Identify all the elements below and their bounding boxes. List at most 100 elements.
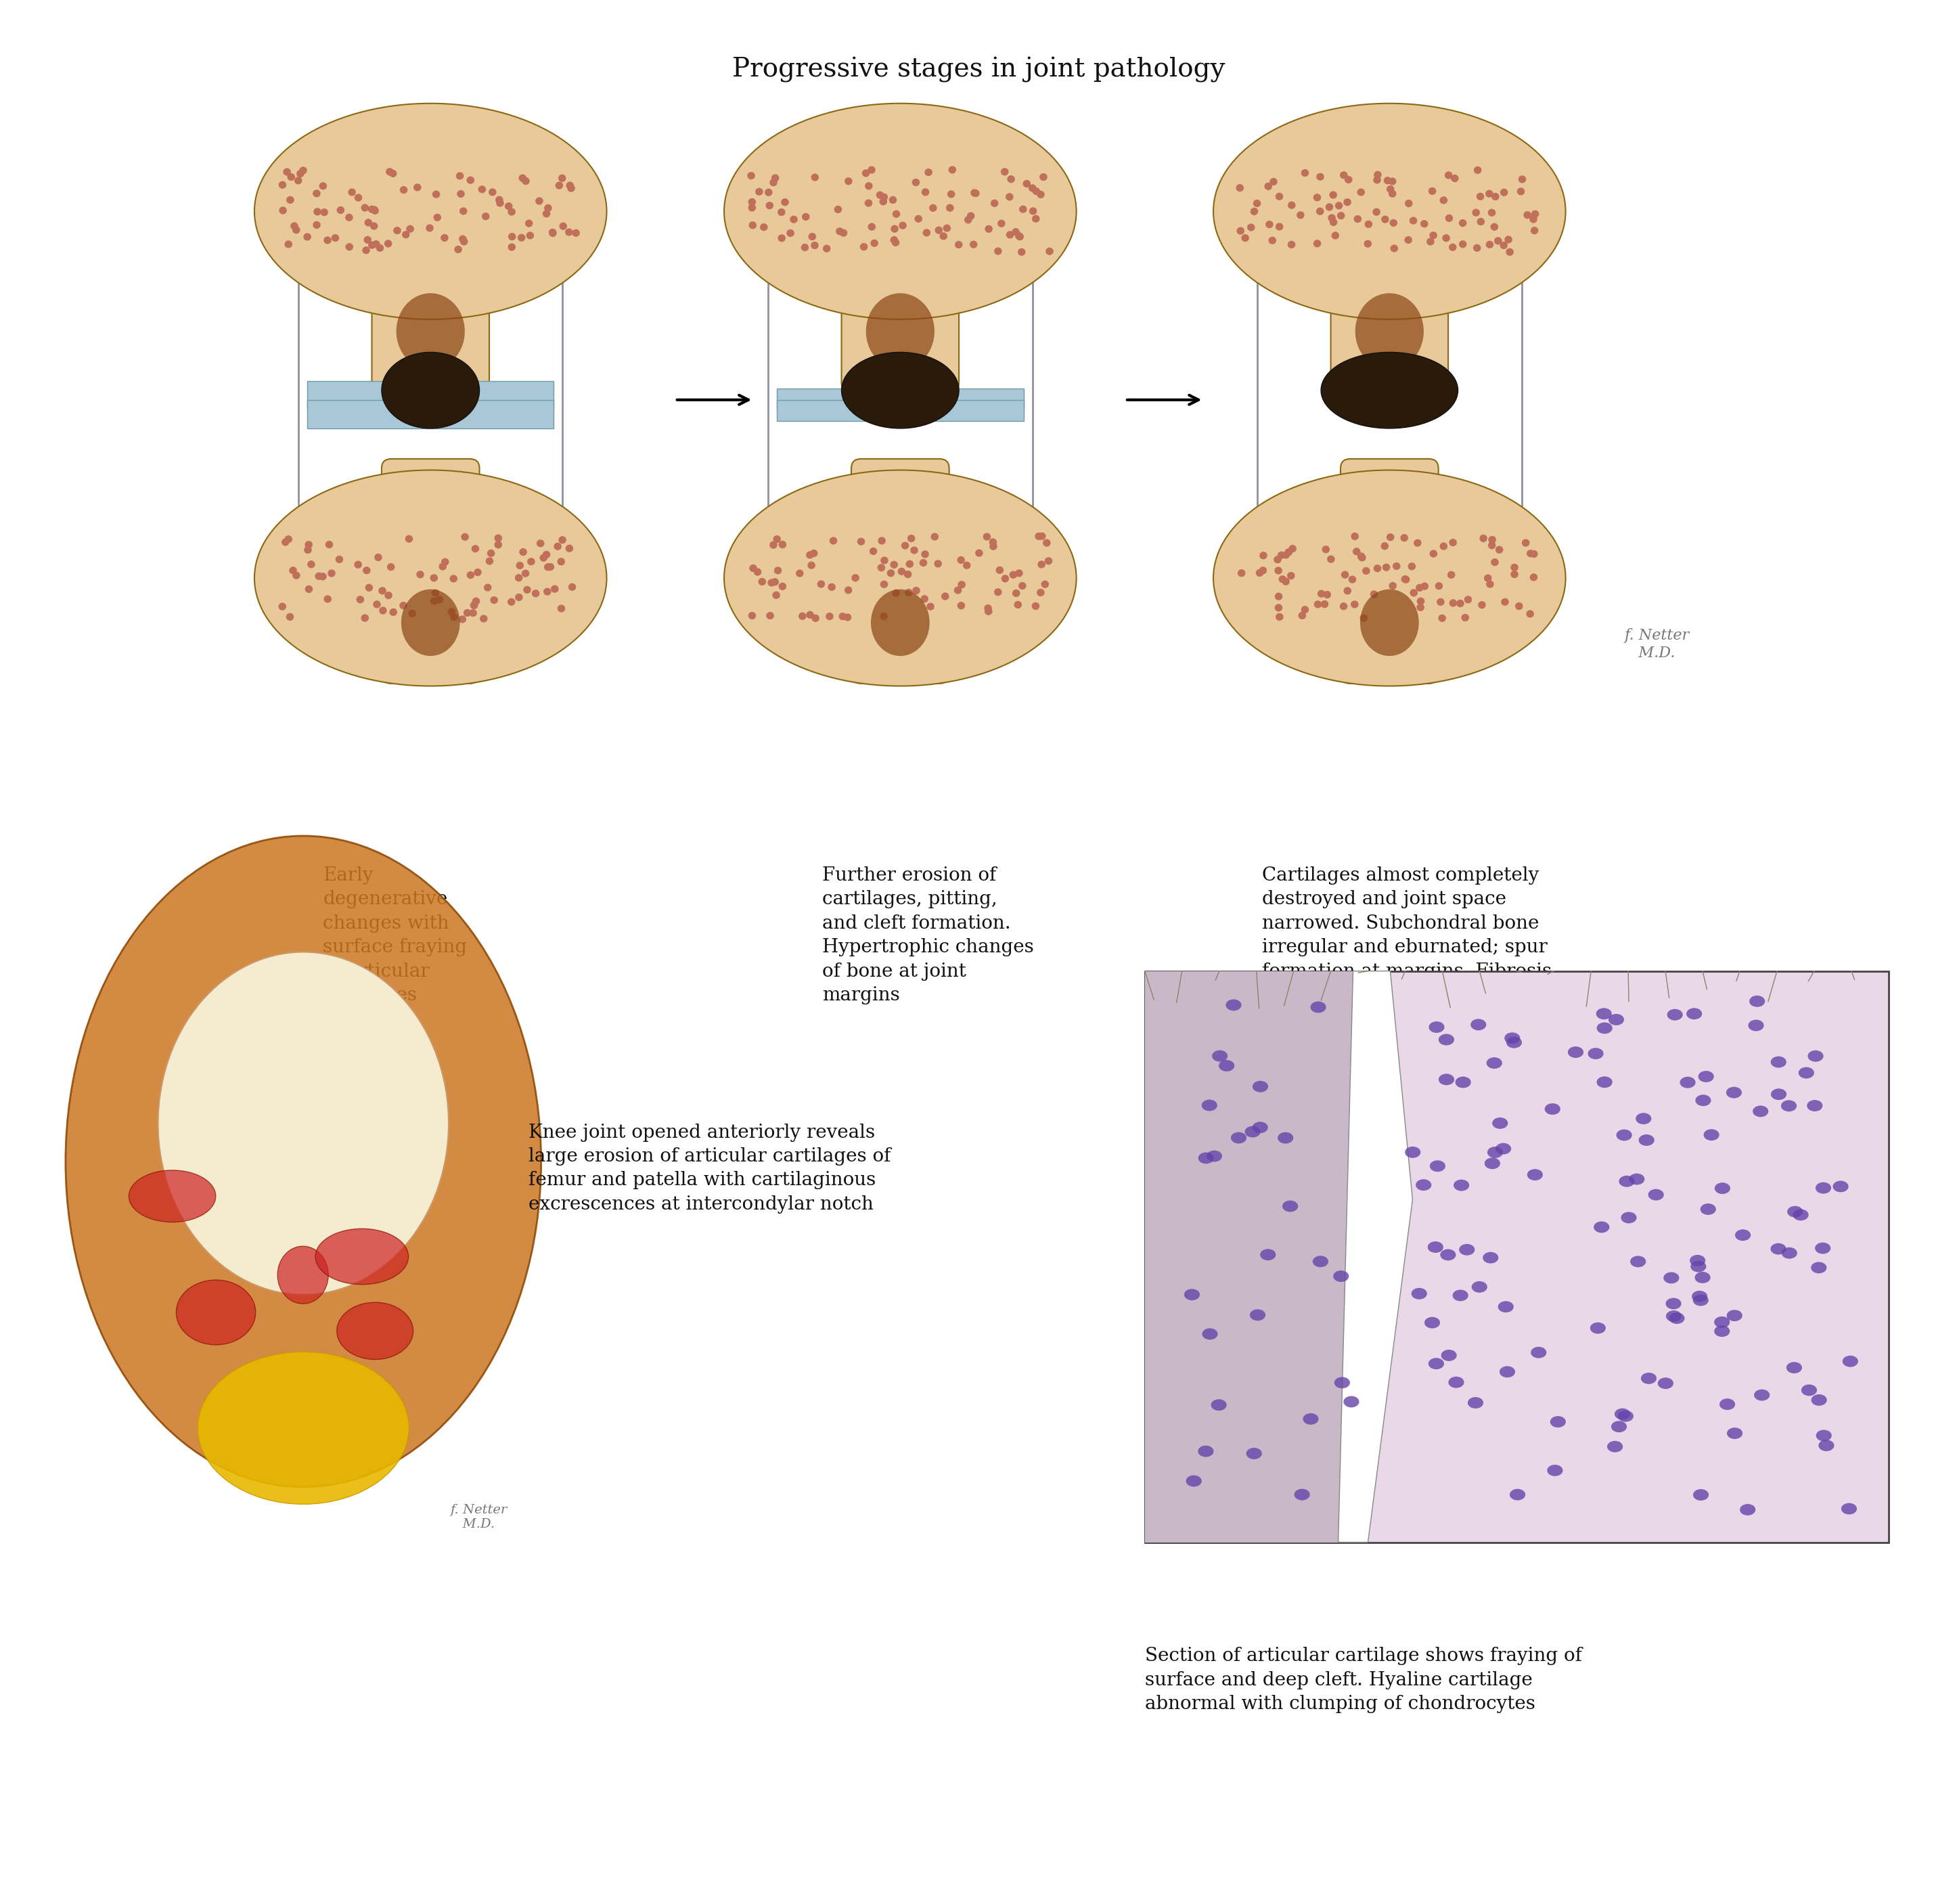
Ellipse shape: [1247, 223, 1254, 230]
Ellipse shape: [544, 564, 552, 571]
Ellipse shape: [479, 615, 487, 623]
Ellipse shape: [1382, 564, 1389, 571]
Ellipse shape: [994, 248, 1002, 255]
Ellipse shape: [869, 548, 877, 556]
Ellipse shape: [939, 232, 947, 240]
Ellipse shape: [399, 602, 407, 609]
Ellipse shape: [1213, 103, 1566, 320]
Ellipse shape: [450, 575, 458, 583]
Ellipse shape: [286, 196, 294, 204]
Ellipse shape: [1448, 244, 1456, 251]
Ellipse shape: [1493, 236, 1501, 244]
Text: f. Netter
   M.D.: f. Netter M.D.: [450, 1504, 507, 1531]
Ellipse shape: [1616, 1129, 1632, 1140]
Ellipse shape: [1438, 1034, 1454, 1045]
Ellipse shape: [1429, 550, 1436, 558]
Ellipse shape: [495, 200, 503, 208]
Ellipse shape: [1337, 211, 1344, 219]
Ellipse shape: [773, 592, 781, 600]
Ellipse shape: [278, 604, 286, 611]
Ellipse shape: [1401, 575, 1409, 583]
Ellipse shape: [450, 613, 458, 621]
Ellipse shape: [1630, 1257, 1646, 1268]
Ellipse shape: [994, 588, 1002, 596]
Ellipse shape: [1282, 577, 1290, 585]
Ellipse shape: [1476, 192, 1483, 200]
Ellipse shape: [1808, 1051, 1824, 1062]
Ellipse shape: [1035, 533, 1043, 541]
Ellipse shape: [472, 598, 479, 605]
Ellipse shape: [460, 208, 468, 215]
Ellipse shape: [364, 219, 372, 227]
Text: Early
degenerative
changes with
surface fraying
of articular
cartilages: Early degenerative changes with surface …: [323, 866, 468, 1005]
Ellipse shape: [1389, 177, 1397, 185]
Ellipse shape: [724, 470, 1076, 685]
Ellipse shape: [431, 575, 438, 583]
Ellipse shape: [431, 598, 438, 605]
Ellipse shape: [1012, 590, 1020, 598]
Ellipse shape: [523, 569, 530, 577]
Bar: [1145, 971, 1889, 1542]
Ellipse shape: [1303, 1413, 1319, 1424]
Ellipse shape: [432, 190, 440, 198]
Ellipse shape: [1311, 1002, 1327, 1013]
Ellipse shape: [478, 185, 485, 192]
Ellipse shape: [1041, 581, 1049, 588]
Ellipse shape: [368, 206, 376, 213]
Ellipse shape: [890, 236, 898, 244]
Ellipse shape: [1274, 604, 1282, 611]
Ellipse shape: [1427, 238, 1434, 246]
Ellipse shape: [922, 228, 930, 236]
Ellipse shape: [941, 592, 949, 600]
Ellipse shape: [1372, 208, 1380, 215]
Ellipse shape: [372, 208, 380, 215]
Ellipse shape: [834, 206, 842, 213]
Ellipse shape: [957, 581, 965, 588]
Ellipse shape: [1787, 1205, 1802, 1217]
Ellipse shape: [1370, 590, 1378, 598]
Ellipse shape: [779, 583, 787, 590]
Ellipse shape: [1495, 1142, 1511, 1154]
Ellipse shape: [859, 244, 867, 251]
Ellipse shape: [1251, 1310, 1266, 1321]
Ellipse shape: [828, 583, 836, 590]
Ellipse shape: [1440, 543, 1448, 550]
Ellipse shape: [370, 223, 378, 230]
Ellipse shape: [810, 242, 818, 249]
Ellipse shape: [1448, 1377, 1464, 1388]
Ellipse shape: [1753, 1106, 1769, 1118]
Ellipse shape: [1282, 1201, 1297, 1213]
Ellipse shape: [1231, 1133, 1247, 1144]
Ellipse shape: [1018, 583, 1025, 590]
Ellipse shape: [843, 613, 851, 621]
Ellipse shape: [1329, 219, 1337, 227]
Ellipse shape: [1511, 571, 1519, 579]
Ellipse shape: [1478, 217, 1485, 225]
Ellipse shape: [1814, 1243, 1830, 1255]
Ellipse shape: [1213, 470, 1566, 685]
Text: f. Netter
   M.D.: f. Netter M.D.: [1624, 628, 1689, 661]
Ellipse shape: [748, 204, 755, 211]
Ellipse shape: [912, 586, 920, 594]
Ellipse shape: [1750, 996, 1765, 1007]
Ellipse shape: [765, 188, 773, 196]
Ellipse shape: [924, 168, 932, 175]
Ellipse shape: [517, 234, 524, 242]
Ellipse shape: [1483, 575, 1491, 583]
Ellipse shape: [1010, 571, 1018, 579]
Ellipse shape: [1276, 223, 1284, 230]
Ellipse shape: [558, 537, 566, 545]
Ellipse shape: [254, 103, 607, 320]
Ellipse shape: [1505, 248, 1513, 255]
Ellipse shape: [1018, 248, 1025, 255]
Ellipse shape: [857, 537, 865, 545]
Ellipse shape: [556, 181, 564, 188]
Ellipse shape: [1665, 1310, 1681, 1321]
Ellipse shape: [458, 615, 466, 623]
Ellipse shape: [1045, 558, 1053, 565]
Ellipse shape: [1016, 232, 1024, 240]
Ellipse shape: [1317, 208, 1325, 215]
Ellipse shape: [861, 169, 869, 177]
Ellipse shape: [1515, 602, 1523, 609]
Ellipse shape: [1274, 592, 1282, 600]
